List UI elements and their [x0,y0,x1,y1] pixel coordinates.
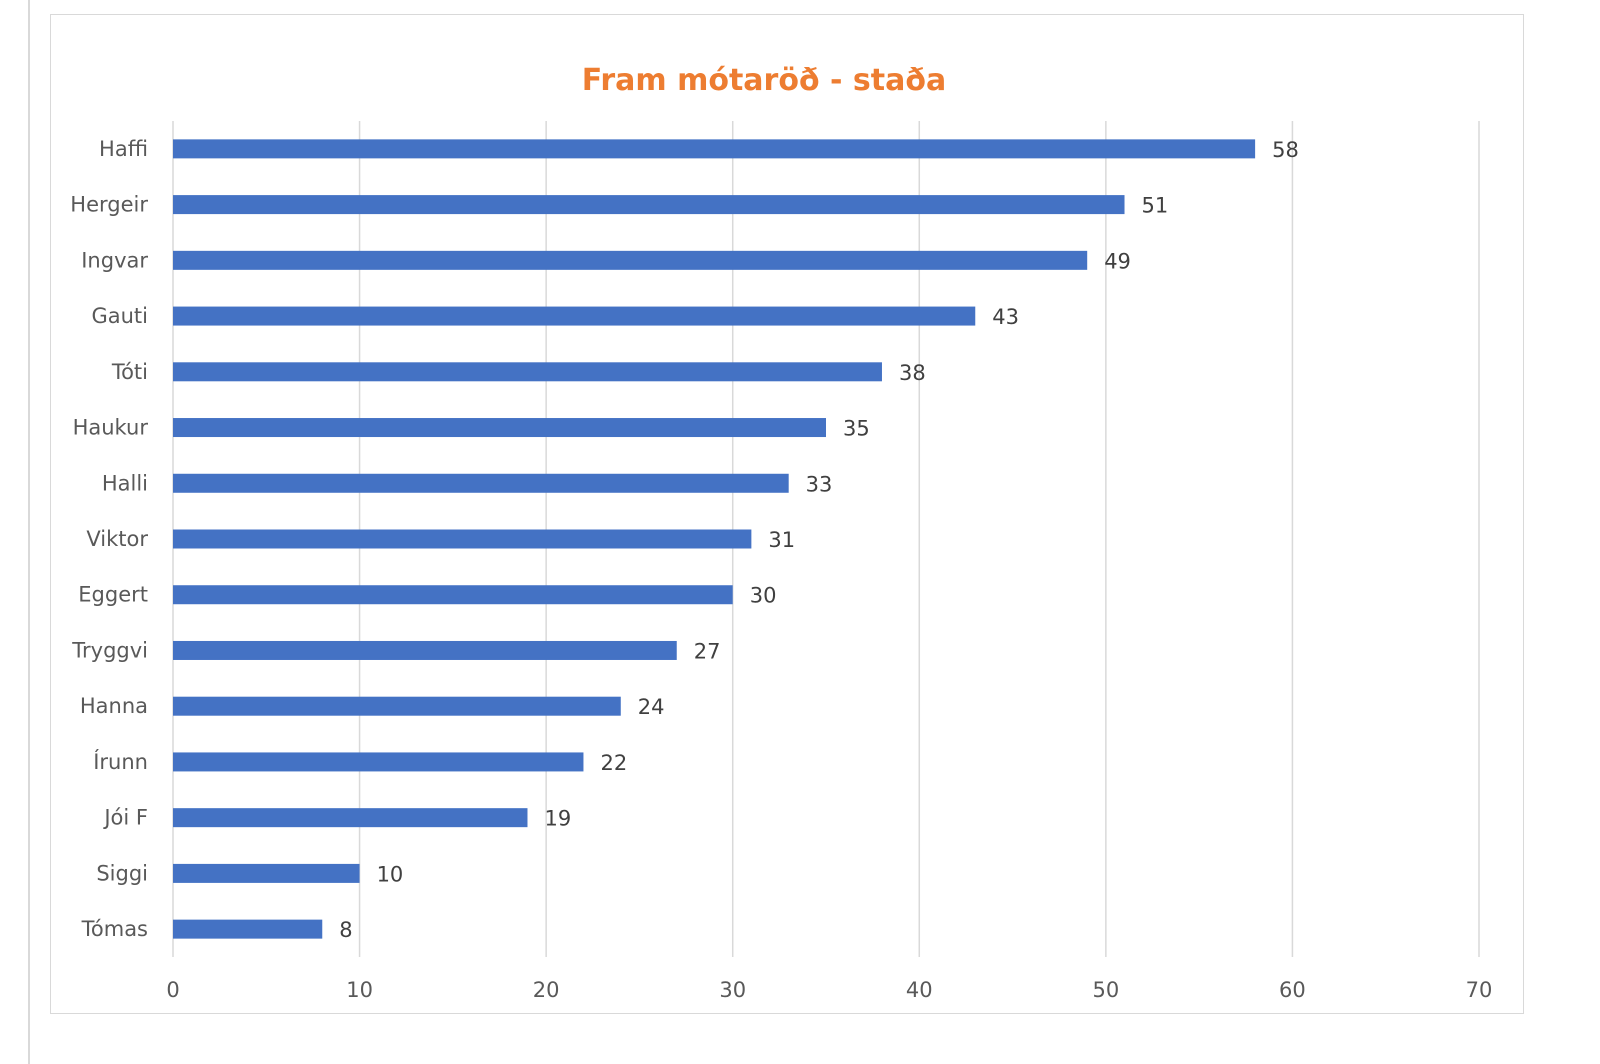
bar [173,696,621,716]
category-label: Siggi [96,861,148,885]
x-tick-label: 60 [1279,978,1306,1002]
category-label: Tryggvi [71,638,148,662]
data-label: 31 [768,528,795,552]
x-tick-label: 0 [166,978,179,1002]
chart-area: Fram mótaröð - staða 0 10 20 30 40 50 60 70 Haff… [50,14,1524,1014]
category-label: Haukur [73,416,149,440]
bar [173,640,677,660]
data-label: 22 [600,751,627,775]
bar [173,863,360,883]
data-label: 19 [544,807,571,831]
category-label: Gauti [91,304,148,328]
bar [173,250,1088,270]
data-label: 10 [377,862,404,886]
bar [173,362,882,382]
bar [173,919,323,939]
x-tick-label: 30 [719,978,746,1002]
category-label: Hergeir [70,193,148,217]
data-label: 24 [638,695,665,719]
bar-chart: 0 10 20 30 40 50 60 70 Haffi 58 Hergeir 51 Ingvar 49 G… [70,121,1493,1002]
bar [173,752,584,772]
category-label: Halli [102,471,148,495]
category-label: Jói F [102,806,148,830]
x-tick-label: 20 [533,978,560,1002]
category-label: Írunn [93,749,148,774]
bar [173,585,733,605]
bar [173,473,789,493]
category-label: Ingvar [81,248,148,272]
category-label: Tómas [81,917,148,941]
data-label: 27 [694,639,721,663]
bar [173,306,976,326]
category-label: Tóti [111,360,148,384]
data-label: 8 [339,918,352,942]
data-label: 38 [899,361,926,385]
x-tick-label: 50 [1092,978,1119,1002]
x-tick-label: 40 [906,978,933,1002]
data-label: 51 [1142,194,1169,218]
data-label: 35 [843,417,870,441]
category-label: Eggert [78,583,148,607]
bar [173,529,752,549]
bar [173,139,1256,159]
category-label: Hanna [80,694,148,718]
bar [173,195,1125,215]
category-label: Haffi [99,137,148,161]
x-tick-label: 10 [346,978,373,1002]
x-tick-label: 70 [1466,978,1493,1002]
bar [173,808,528,828]
data-label: 58 [1272,138,1299,162]
left-border-line [28,0,30,1064]
data-label: 43 [992,305,1019,329]
category-label: Viktor [86,527,148,551]
chart-title: Fram mótaröð - staða [581,63,947,98]
bar [173,418,826,438]
data-label: 33 [806,472,833,496]
data-label: 30 [750,584,777,608]
data-label: 49 [1104,249,1131,273]
